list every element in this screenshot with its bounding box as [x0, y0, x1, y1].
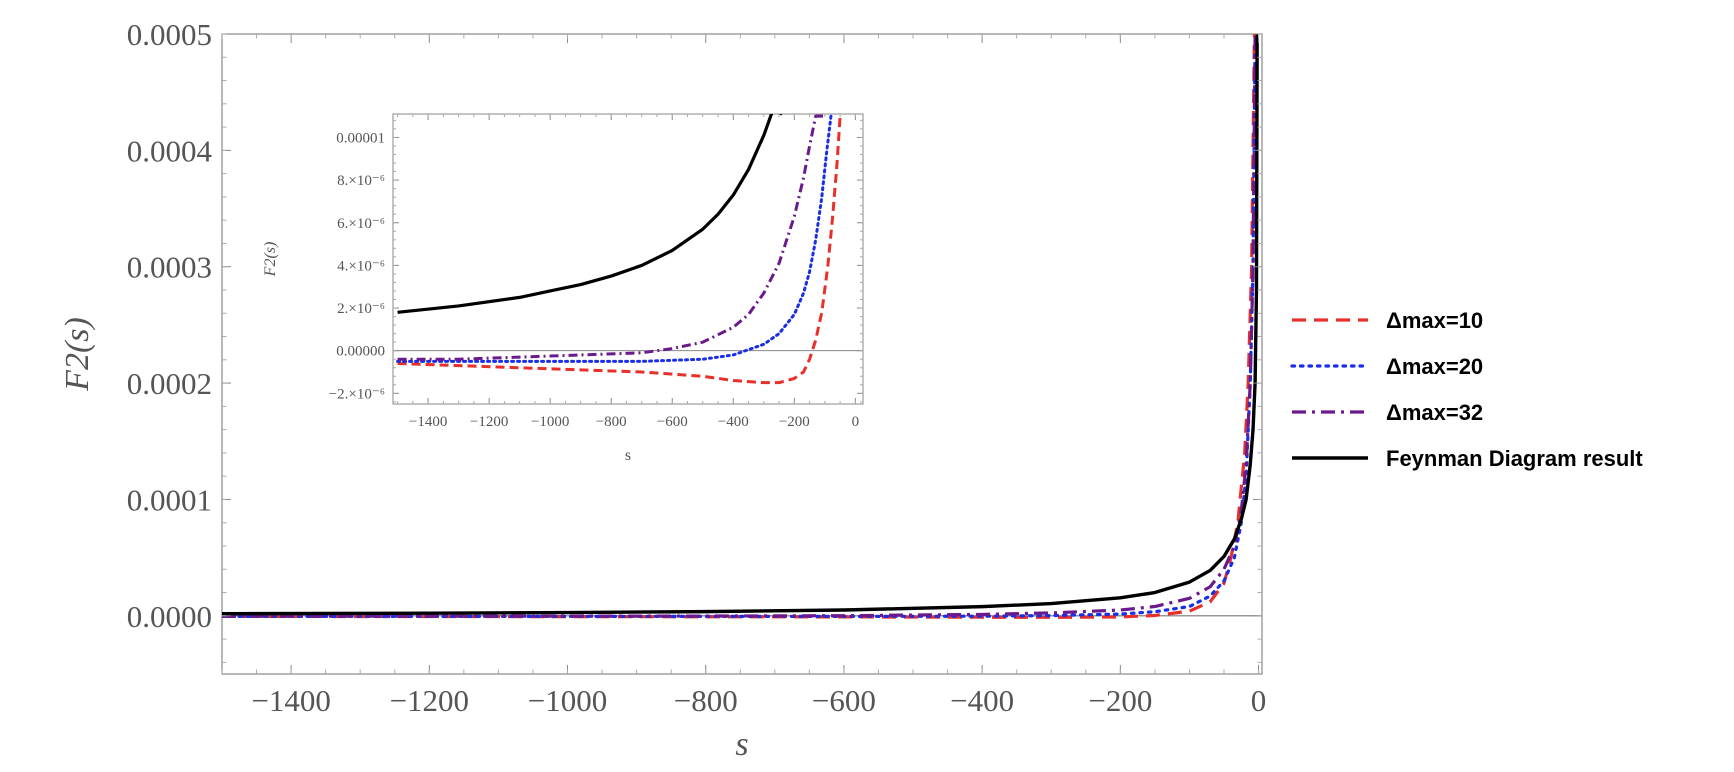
- main-x-tick-label: 0: [1251, 683, 1267, 718]
- main-x-tick-label: −200: [1088, 683, 1152, 718]
- inset-y-tick-label: 0.00001: [336, 130, 385, 146]
- main-y-tick-label: 0.0005: [127, 17, 212, 52]
- main-x-tick-label: −1400: [251, 683, 330, 718]
- main-y-axis-title: F2(s): [59, 317, 96, 392]
- main-x-ticks: −1400 −1200 −1000 −800 −600 −400 −200 0: [221, 34, 1267, 718]
- inset-x-ticks: −1400 −1200 −1000 −800 −600 −400 −200 0: [397, 114, 860, 430]
- inset-y-axis-title: F2(s): [262, 242, 279, 278]
- inset-y-tick-label: 8.×10⁻⁶: [337, 173, 385, 189]
- inset-y-ticks: −2.×10⁻⁶ 0.00000 2.×10⁻⁶ 4.×10⁻⁶ 6.×10⁻⁶ 8.×1…: [329, 119, 863, 403]
- inset-x-tick-label: −1200: [470, 414, 508, 430]
- legend-label-3: Δmax=32: [1386, 400, 1483, 425]
- inset-background: [393, 114, 863, 404]
- main-y-tick-label: 0.0003: [127, 250, 212, 285]
- legend-label-1: Δmax=10: [1386, 308, 1483, 333]
- main-y-ticks: 0.0000 0.0001 0.0002 0.0003 0.0004 0.0005: [127, 17, 1262, 663]
- legend-label-4: Feynman Diagram result: [1386, 446, 1643, 471]
- inset-y-tick-label: −2.×10⁻⁶: [329, 386, 385, 402]
- main-plot-frame: [221, 33, 1263, 675]
- inset-chart: −1400 −1200 −1000 −800 −600 −400 −200 0 −2.×10⁻…: [262, 113, 864, 464]
- inset-x-tick-label: −200: [779, 414, 810, 430]
- inset-series-line-3: [397, 114, 825, 361]
- main-y-tick-label: 0.0000: [127, 599, 212, 634]
- main-series-group: [222, 34, 1259, 619]
- inset-series-line-2: [396, 114, 836, 363]
- inset-x-tick-label: 0: [852, 414, 860, 430]
- main-series-line-2: [222, 34, 1257, 618]
- inset-series-line-4: [397, 114, 783, 314]
- inset-x-axis-title: s: [625, 447, 631, 464]
- main-y-tick-label: 0.0001: [127, 482, 212, 517]
- inset-x-tick-label: −400: [718, 414, 749, 430]
- main-series-line-1: [222, 34, 1256, 619]
- inset-plot-frame: [392, 113, 864, 405]
- main-x-axis-title: s: [735, 726, 748, 763]
- main-y-tick-label: 0.0002: [127, 366, 212, 401]
- inset-x-tick-label: −1000: [531, 414, 569, 430]
- inset-y-tick-label: 2.×10⁻⁶: [337, 301, 385, 317]
- main-x-tick-label: −1200: [390, 683, 469, 718]
- inset-y-tick-label: 4.×10⁻⁶: [337, 258, 385, 274]
- inset-x-tick-label: −1400: [409, 414, 447, 430]
- main-x-tick-label: −1000: [528, 683, 607, 718]
- main-x-tick-label: −400: [950, 683, 1014, 718]
- main-series-line-4: [222, 34, 1259, 616]
- inset-x-tick-label: −800: [596, 414, 627, 430]
- main-series-line-3: [222, 34, 1257, 618]
- main-x-tick-label: −600: [812, 683, 876, 718]
- main-y-tick-label: 0.0004: [127, 133, 213, 168]
- legend: Δmax=10 Δmax=20 Δmax=32 Feynman Diagram res…: [1290, 308, 1643, 471]
- main-chart: −1400 −1200 −1000 −800 −600 −400 −200 0 0.00000…: [59, 17, 1266, 763]
- inset-y-tick-label: 0.00000: [336, 344, 385, 360]
- inset-series-group: [396, 114, 844, 385]
- legend-label-2: Δmax=20: [1386, 354, 1483, 379]
- inset-y-tick-label: 6.×10⁻⁶: [337, 216, 385, 232]
- main-x-tick-label: −800: [674, 683, 738, 718]
- inset-series-line-1: [397, 114, 844, 385]
- inset-x-tick-label: −600: [657, 414, 688, 430]
